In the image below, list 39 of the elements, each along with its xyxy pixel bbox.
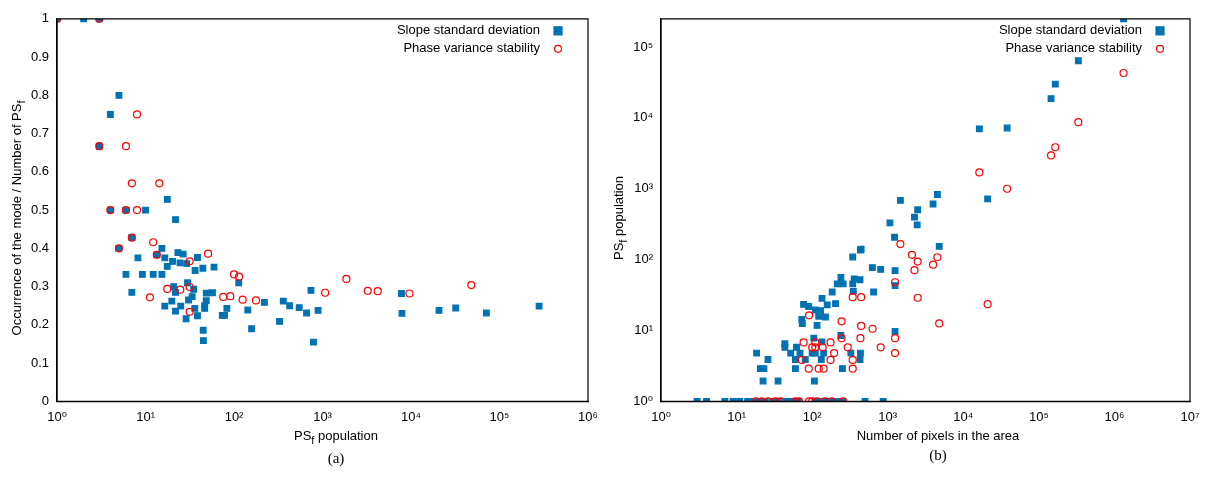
legend-label: Slope standard deviation [998,22,1142,38]
y-tick-label: 0.1 [30,354,50,370]
text: (a) [326,449,346,467]
x-tick-label: 10¹ [136,408,156,424]
x-tick-label: 10⁵ [489,408,510,424]
y-tick-label: 10² [634,251,654,267]
y-tick-label: 10⁰ [633,392,654,408]
y-tick-label: 0.5 [30,201,50,217]
x-tick-label: 10³ [313,408,333,424]
y-tick-label: 0.7 [30,125,50,141]
y-tick-label: 10⁵ [633,38,654,54]
x-tick-label: 10³ [878,408,898,424]
y-tick-label: 0 [41,392,50,408]
y-tick-label: 10⁴ [633,109,654,125]
y-tick-label: 10³ [634,180,654,196]
y-tick-label: 10¹ [634,322,654,338]
x-tick-label: 10⁰ [651,408,671,424]
x-tick-label: 10¹ [727,408,747,424]
text: (b) [928,447,948,464]
x-tick-label: 10⁵ [1028,408,1049,424]
legend-label: Phase variance stability [403,40,541,56]
legend-label: Phase variance stability [1005,40,1143,56]
y-tick-label: 0.4 [30,239,50,255]
legend-label: Slope standard deviation [396,22,540,38]
y-tick-label: 1 [41,10,50,26]
x-tick-label: 10² [802,408,823,424]
x-tick-label: 10⁷ [1180,408,1200,424]
x-tick-label: 10⁶ [578,408,598,424]
x-tick-label: 10² [224,408,245,424]
y-tick-label: 0.9 [30,48,50,64]
x-tick-label: 10⁴ [953,408,974,424]
x-tick-label: 10⁴ [401,408,422,424]
y-tick-label: 0.3 [30,278,50,294]
x-axis-title: PS$_{f}$ population [293,428,379,446]
x-tick-label: 10⁶ [1104,408,1125,424]
y-tick-label: 0.6 [30,163,50,179]
y-tick-label: 0.8 [30,86,50,102]
x-axis-title: Number of pixels in the area [855,428,1021,443]
y-tick-label: 0.2 [30,316,50,332]
